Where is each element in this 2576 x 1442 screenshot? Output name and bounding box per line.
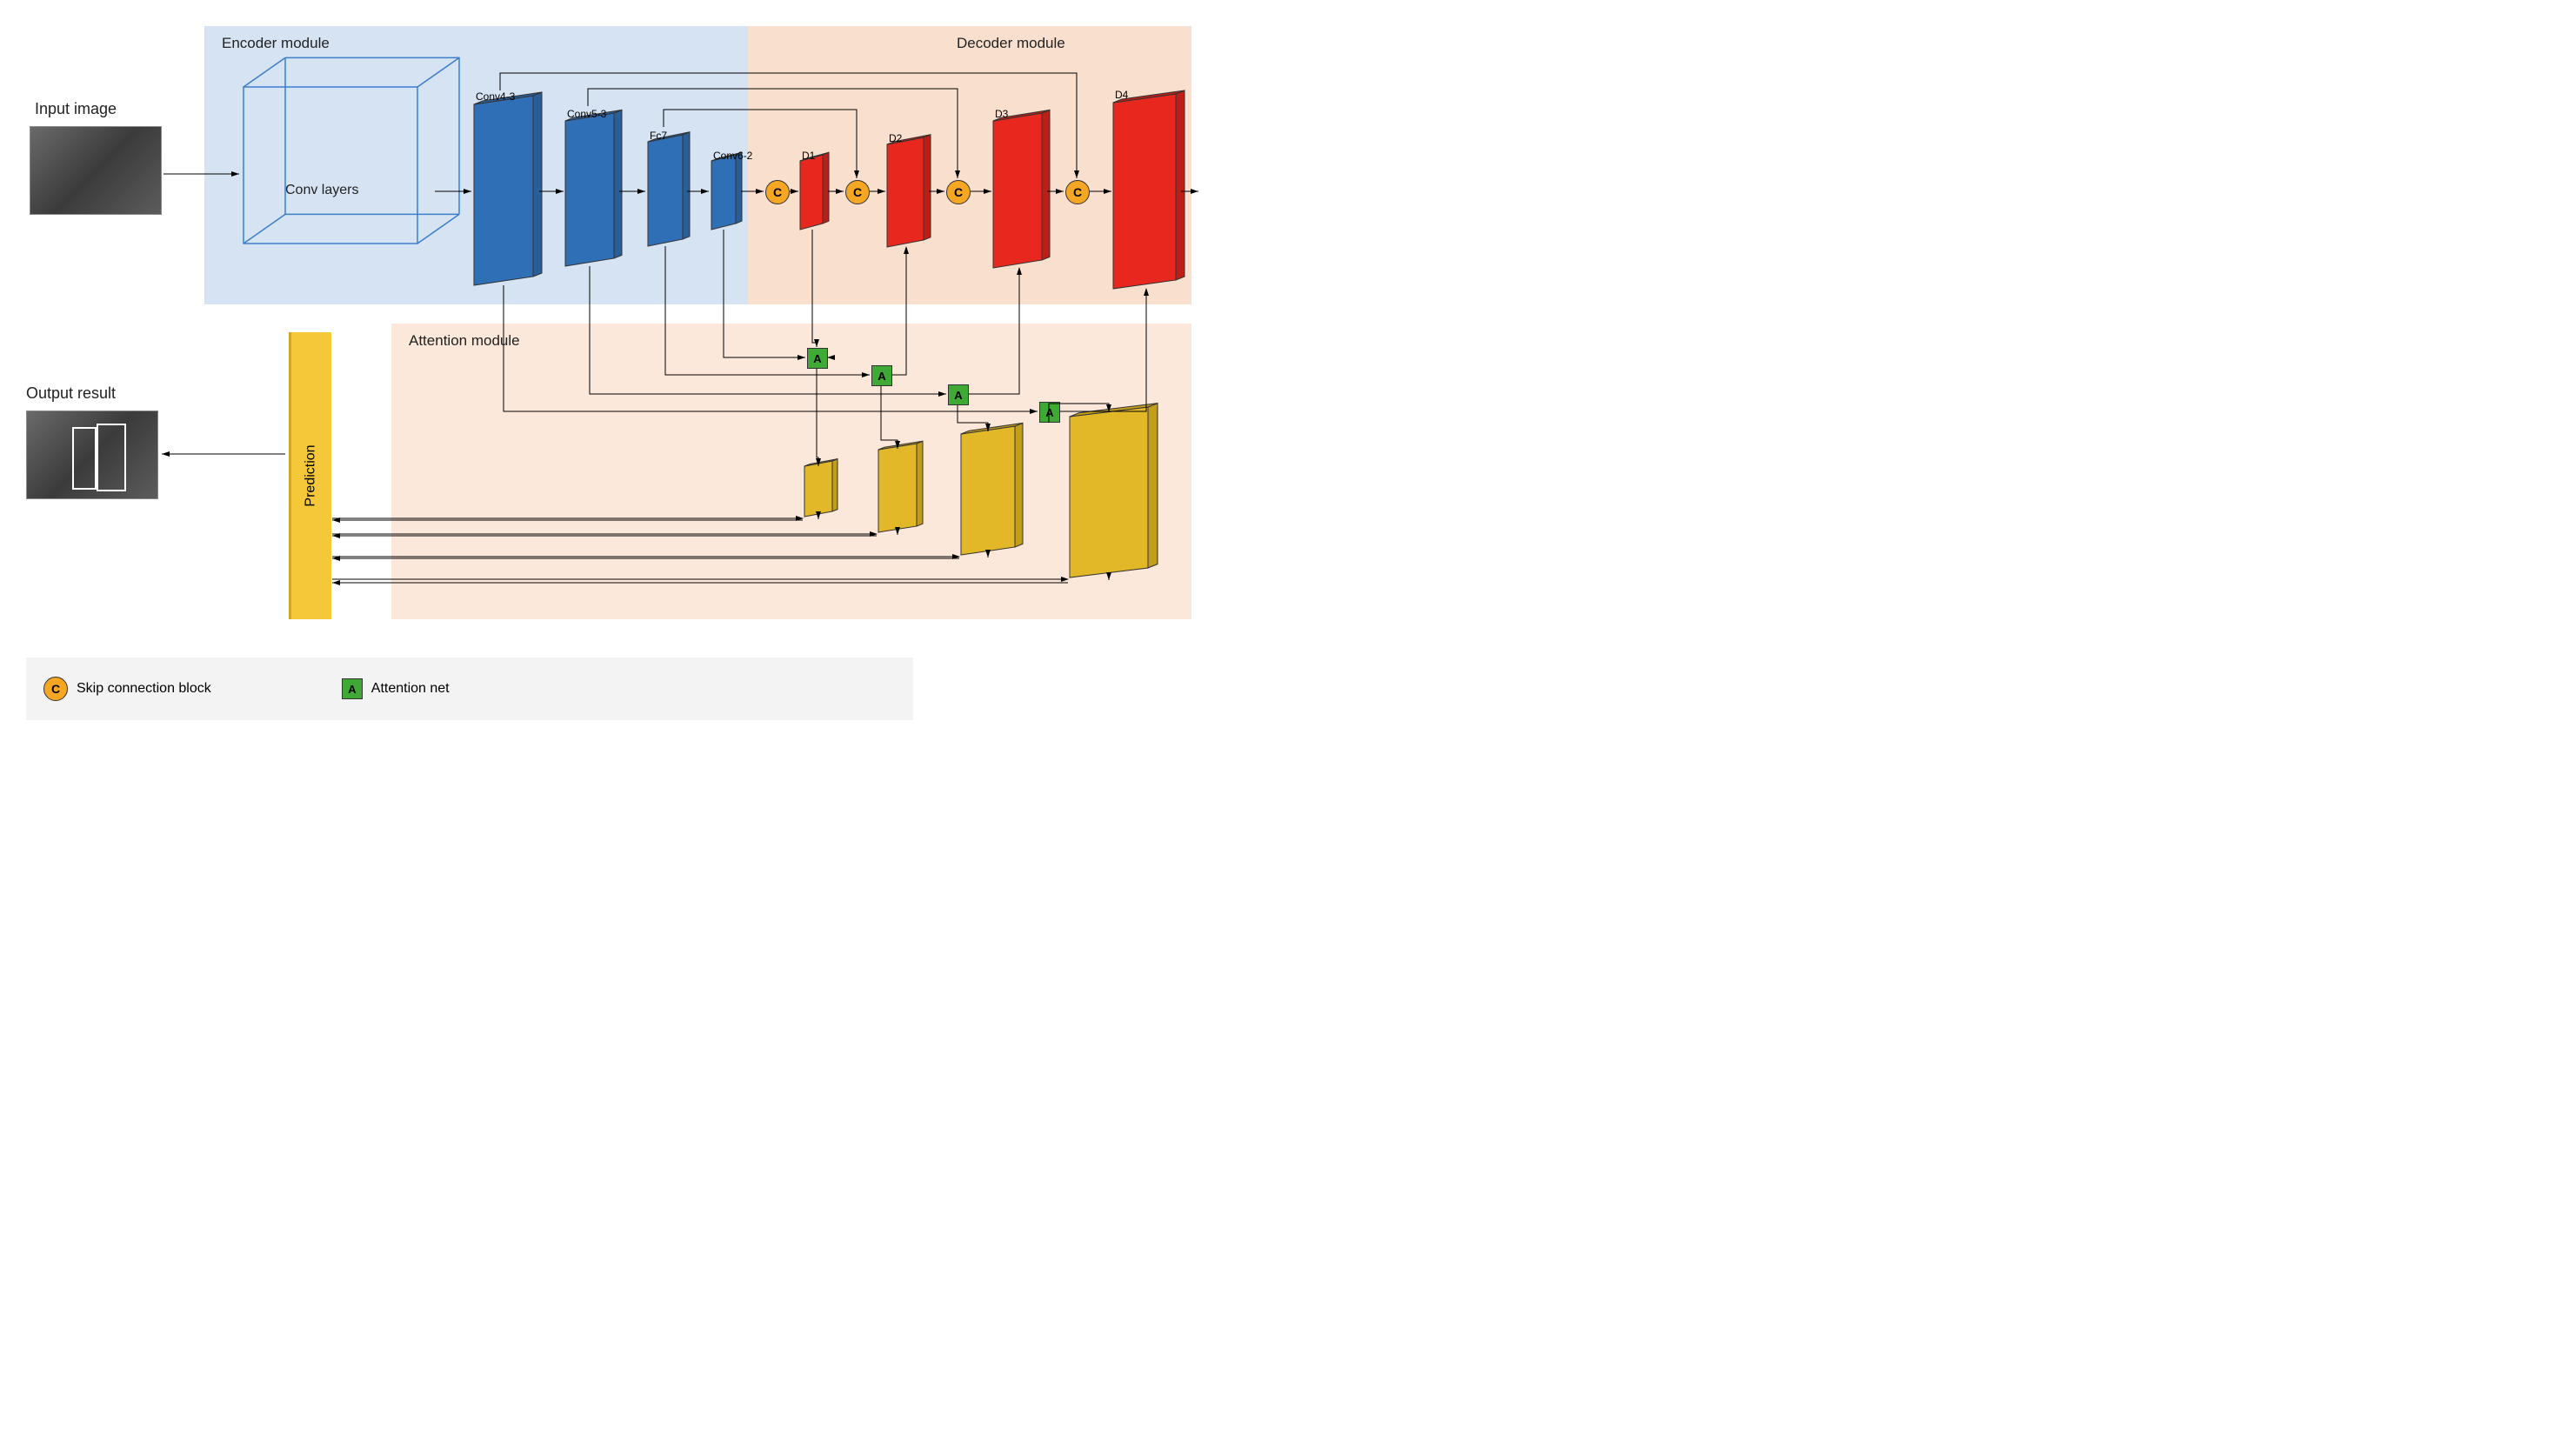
legend-skip-label: Skip connection block: [77, 681, 211, 697]
attn-badge: A: [948, 384, 969, 405]
decoder-region: [748, 26, 1191, 304]
input-thumb: [30, 126, 162, 215]
skip-badge: C: [765, 180, 790, 204]
encoder-layer-label: Fc7: [650, 130, 667, 142]
legend-attn-icon: A: [342, 678, 363, 699]
encoder-layer-label: Conv6-2: [713, 150, 752, 162]
input-title: Input image: [35, 100, 117, 118]
legend-skip-icon: C: [43, 677, 68, 701]
encoder-layer-label: Conv5-3: [567, 108, 606, 120]
decoder-layer-label: D2: [889, 132, 902, 144]
skip-badge: C: [1065, 180, 1090, 204]
decoder-layer-label: D4: [1115, 89, 1128, 101]
output-thumb: [26, 411, 158, 499]
attn-badge: A: [807, 348, 828, 369]
prediction-label: Prediction: [304, 444, 319, 506]
decoder-layer-label: D3: [995, 108, 1008, 120]
attn-badge: A: [871, 365, 892, 386]
legend: C Skip connection block A Attention net: [26, 658, 913, 720]
encoder-layer-label: Conv4-3: [476, 90, 515, 103]
prediction-box: Prediction: [289, 332, 331, 619]
skip-badge: C: [845, 180, 870, 204]
attention-title: Attention module: [409, 332, 520, 350]
skip-badge: C: [946, 180, 971, 204]
decoder-layer-label: D1: [802, 150, 815, 162]
convlayers-label: Conv layers: [285, 183, 358, 198]
encoder-region: [204, 26, 748, 304]
output-title: Output result: [26, 384, 116, 403]
legend-attn-label: Attention net: [371, 681, 450, 697]
encoder-title: Encoder module: [222, 35, 330, 52]
attn-badge: A: [1039, 402, 1060, 423]
decoder-title: Decoder module: [957, 35, 1065, 52]
attention-region: [391, 324, 1191, 619]
